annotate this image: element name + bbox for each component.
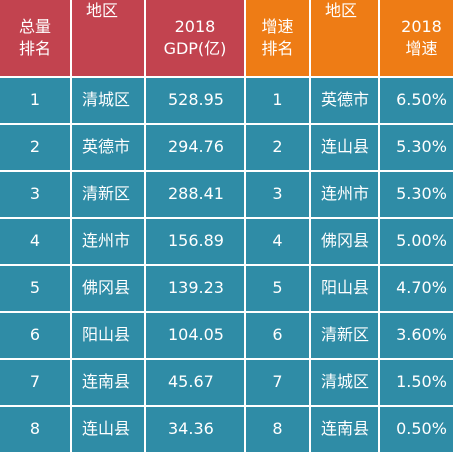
header-gdp-2018: 2018 GDP(亿): [146, 0, 244, 76]
cell-growth: 1.50%: [380, 360, 453, 405]
cell-gdp: 156.89: [146, 219, 244, 264]
cell-rank: 1: [0, 78, 70, 123]
cell-rank: 5: [0, 266, 70, 311]
cell-gdp: 34.36: [146, 407, 244, 452]
cell-rank: 2: [0, 125, 70, 170]
cell-growth-rank: 2: [246, 125, 309, 170]
cell-growth-rank: 8: [246, 407, 309, 452]
header-region: 地区: [72, 0, 144, 76]
header-growth-region: 地区: [311, 0, 378, 76]
header-growth-2018: 2018 增速: [380, 0, 453, 76]
cell-growth-region: 清城区: [311, 360, 378, 405]
cell-growth-rank: 5: [246, 266, 309, 311]
cell-region: 佛冈县: [72, 266, 144, 311]
cell-region: 连南县: [72, 360, 144, 405]
cell-region: 清新区: [72, 172, 144, 217]
cell-growth-rank: 1: [246, 78, 309, 123]
cell-growth-region: 连州市: [311, 172, 378, 217]
cell-growth-rank: 3: [246, 172, 309, 217]
cell-growth-region: 连山县: [311, 125, 378, 170]
cell-gdp: 104.05: [146, 313, 244, 358]
cell-region: 连州市: [72, 219, 144, 264]
cell-growth: 3.60%: [380, 313, 453, 358]
cell-growth: 5.30%: [380, 125, 453, 170]
cell-region: 阳山县: [72, 313, 144, 358]
cell-gdp: 294.76: [146, 125, 244, 170]
cell-growth-rank: 7: [246, 360, 309, 405]
cell-rank: 4: [0, 219, 70, 264]
cell-growth-rank: 6: [246, 313, 309, 358]
cell-gdp: 288.41: [146, 172, 244, 217]
cell-growth: 4.70%: [380, 266, 453, 311]
cell-growth-rank: 4: [246, 219, 309, 264]
cell-gdp: 528.95: [146, 78, 244, 123]
cell-growth-region: 清新区: [311, 313, 378, 358]
cell-rank: 3: [0, 172, 70, 217]
cell-gdp: 139.23: [146, 266, 244, 311]
cell-growth: 5.00%: [380, 219, 453, 264]
cell-growth-region: 英德市: [311, 78, 378, 123]
cell-rank: 7: [0, 360, 70, 405]
cell-rank: 8: [0, 407, 70, 452]
cell-growth: 0.50%: [380, 407, 453, 452]
cell-growth-region: 连南县: [311, 407, 378, 452]
cell-region: 连山县: [72, 407, 144, 452]
cell-growth-region: 阳山县: [311, 266, 378, 311]
cell-growth: 5.30%: [380, 172, 453, 217]
header-growth-rank: 增速 排名: [246, 0, 309, 76]
cell-growth-region: 佛冈县: [311, 219, 378, 264]
cell-growth: 6.50%: [380, 78, 453, 123]
cell-rank: 6: [0, 313, 70, 358]
cell-gdp: 45.67: [146, 360, 244, 405]
cell-region: 清城区: [72, 78, 144, 123]
header-total-rank: 总量 排名: [0, 0, 70, 76]
cell-region: 英德市: [72, 125, 144, 170]
